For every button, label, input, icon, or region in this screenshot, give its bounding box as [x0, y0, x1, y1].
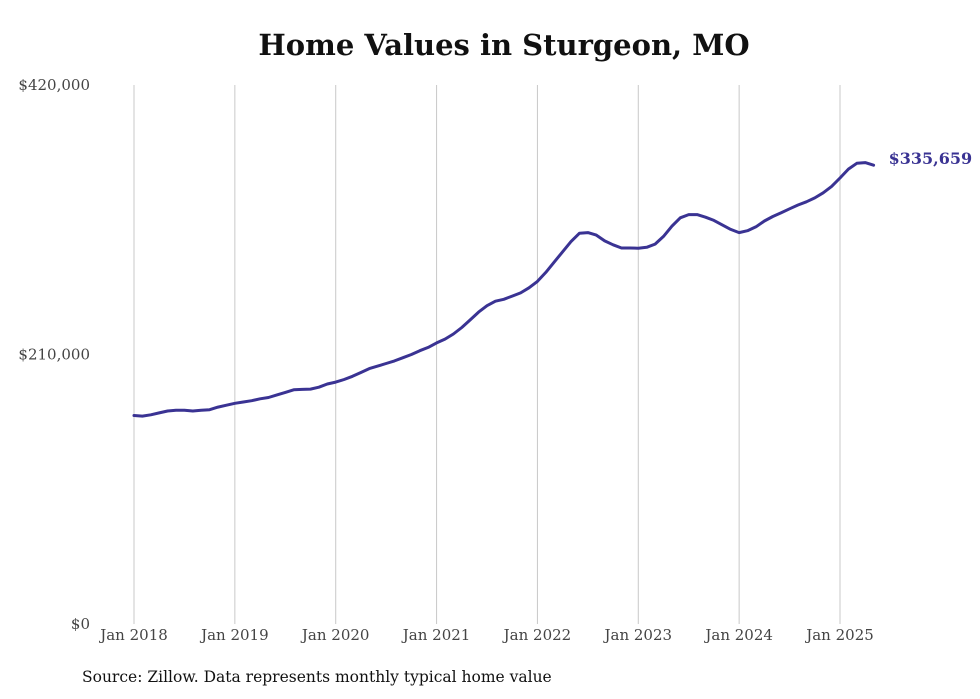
x-tick-label: Jan 2019 [199, 626, 269, 644]
series-line [132, 161, 876, 418]
end-value-label: $335,659 [889, 149, 973, 168]
data-labels: $335,659 [889, 149, 973, 168]
x-tick-label: Jan 2023 [603, 626, 673, 644]
x-tick-label: Jan 2018 [98, 626, 168, 644]
y-tick-label: $420,000 [18, 76, 90, 94]
y-tick-label: $210,000 [18, 346, 90, 364]
x-tick-label: Jan 2024 [703, 626, 773, 644]
chart-title: Home Values in Sturgeon, MO [258, 28, 750, 62]
series-group [132, 161, 876, 418]
x-tick-label: Jan 2020 [300, 626, 370, 644]
x-axis-ticks: Jan 2018 Jan 2019 Jan 2020 Jan 2021 Jan 2022… [98, 626, 874, 644]
x-tick-label: Jan 2025 [804, 626, 874, 644]
x-tick-label: Jan 2021 [401, 626, 471, 644]
source-note: Source: Zillow. Data represents monthly … [82, 668, 552, 686]
vertical-gridlines [133, 85, 841, 624]
x-tick-label: Jan 2022 [502, 626, 572, 644]
y-axis-ticks: $0 $210,000 $420,000 [18, 76, 90, 633]
y-tick-label: $0 [71, 615, 90, 633]
